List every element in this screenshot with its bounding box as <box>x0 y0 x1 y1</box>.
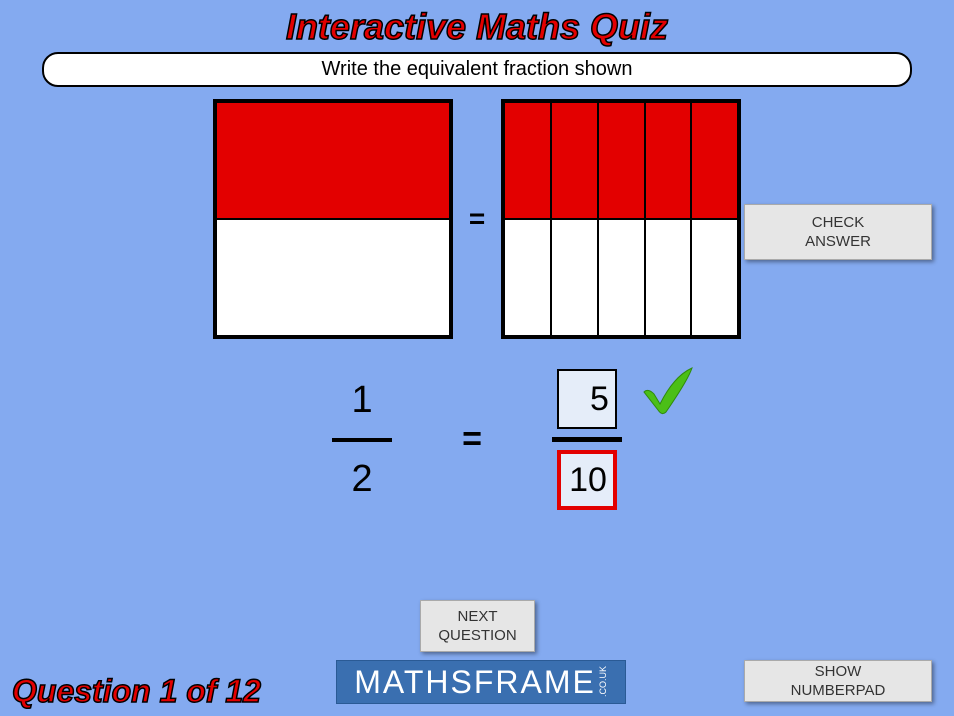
grid-cell <box>691 219 738 336</box>
mathsframe-logo: MATHSFRAME .CO.UK <box>336 660 626 704</box>
denominator-input[interactable]: 10 <box>557 450 617 510</box>
grid-cell <box>216 102 450 219</box>
equals-sign-fractions: = <box>462 420 482 459</box>
grid-cell <box>645 102 692 219</box>
logo-text: MATHSFRAME <box>354 664 596 701</box>
grid-cell <box>645 219 692 336</box>
logo-suffix: .CO.UK <box>598 666 608 697</box>
left-numerator: 1 <box>339 375 384 426</box>
show-numberpad-button[interactable]: SHOWNUMBERPAD <box>744 660 932 702</box>
grid-cell <box>504 219 551 336</box>
input-fraction: 5 10 <box>552 369 622 510</box>
left-fraction-display: 1 2 <box>332 375 392 505</box>
input-fraction-bar <box>552 437 622 442</box>
instruction-text: Write the equivalent fraction shown <box>42 52 912 87</box>
right-fraction-diagram <box>501 99 741 339</box>
left-denominator: 2 <box>339 454 384 505</box>
grid-cell <box>504 102 551 219</box>
grid-cell <box>598 102 645 219</box>
numerator-input[interactable]: 5 <box>557 369 617 429</box>
grid-cell <box>691 102 738 219</box>
grid-cell <box>216 219 450 336</box>
grid-cell <box>551 102 598 219</box>
left-fraction-diagram <box>213 99 453 339</box>
fractions-area: 1 2 = 5 10 <box>0 369 954 510</box>
instruction-container: Write the equivalent fraction shown <box>0 52 954 87</box>
next-question-button[interactable]: NEXTQUESTION <box>420 600 535 652</box>
equals-sign-diagram: = <box>469 203 485 235</box>
page-title: Interactive Maths Quiz <box>0 0 954 48</box>
left-fraction-bar <box>332 438 392 442</box>
question-counter: Question 1 of 12 <box>12 673 261 710</box>
grid-cell <box>598 219 645 336</box>
grid-cell <box>551 219 598 336</box>
check-answer-button[interactable]: CHECKANSWER <box>744 204 932 260</box>
correct-checkmark-icon <box>640 364 696 416</box>
